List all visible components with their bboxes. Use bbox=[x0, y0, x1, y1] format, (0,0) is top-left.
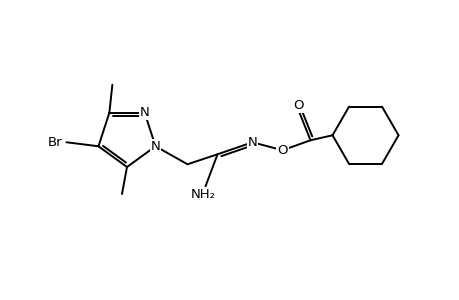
Text: NH₂: NH₂ bbox=[190, 188, 216, 201]
Text: N: N bbox=[140, 106, 149, 119]
Text: O: O bbox=[277, 144, 287, 157]
Text: N: N bbox=[247, 136, 257, 149]
Text: Br: Br bbox=[48, 136, 62, 149]
Text: O: O bbox=[293, 99, 303, 112]
Text: N: N bbox=[151, 140, 160, 153]
